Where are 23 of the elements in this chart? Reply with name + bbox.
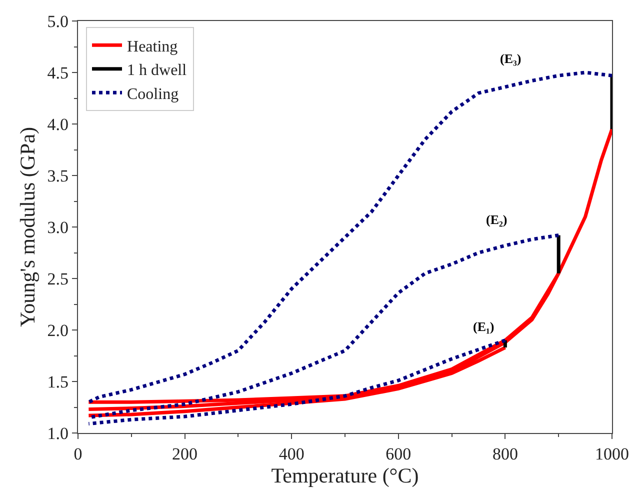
- x-tick-label: 200: [172, 444, 198, 464]
- annotation: (E₁): [473, 319, 494, 334]
- legend-label: Cooling: [127, 86, 179, 103]
- x-tick-label: 400: [278, 444, 304, 464]
- y-tick-label: 2.0: [47, 320, 68, 340]
- y-tick-label: 3.5: [47, 166, 68, 186]
- annotation: (E₃): [500, 51, 522, 66]
- legend-label: Heating: [127, 38, 178, 56]
- x-axis-title: Temperature (°C): [271, 464, 419, 488]
- annotation: (E₂): [486, 212, 508, 227]
- y-tick-label: 4.0: [47, 114, 68, 134]
- y-axis-title: Young's modulus (GPa): [15, 126, 40, 328]
- x-tick-label: 800: [492, 444, 518, 464]
- y-tick-label: 3.0: [47, 218, 68, 237]
- y-tick-label: 2.5: [47, 269, 68, 288]
- x-tick-label: 1000: [595, 444, 629, 464]
- y-tick-label: 1.0: [47, 424, 68, 443]
- y-tick-label: 5.0: [47, 12, 68, 31]
- y-tick-label: 4.5: [47, 63, 68, 82]
- x-tick-label: 0: [74, 444, 82, 464]
- y-tick-label: 1.5: [47, 372, 68, 392]
- x-tick-label: 600: [386, 444, 412, 464]
- legend-label: 1 h dwell: [127, 62, 188, 80]
